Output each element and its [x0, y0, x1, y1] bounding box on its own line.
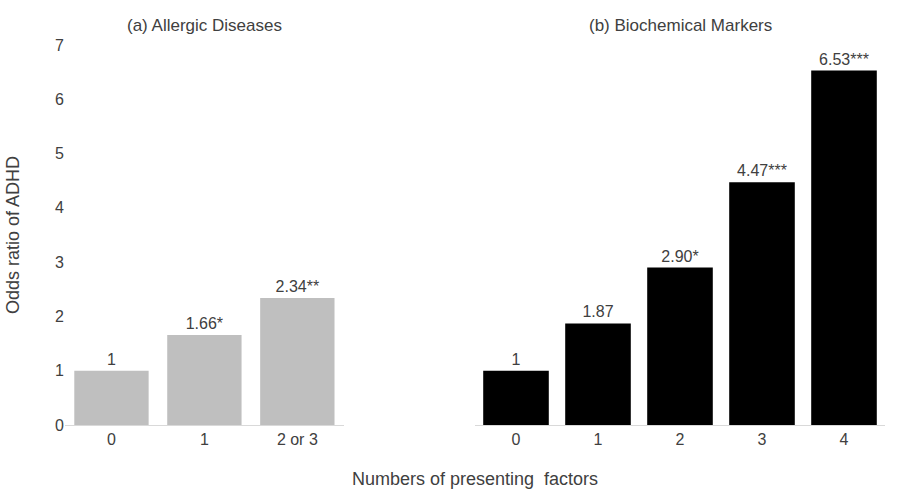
svg-text:1: 1 — [594, 431, 603, 448]
svg-text:4.47***: 4.47*** — [737, 162, 787, 179]
svg-text:3: 3 — [758, 431, 767, 448]
svg-text:6: 6 — [55, 91, 64, 108]
svg-text:2.34**: 2.34** — [276, 278, 320, 295]
svg-text:1: 1 — [200, 431, 209, 448]
svg-text:Odds ratio of ADHD: Odds ratio of ADHD — [3, 156, 23, 314]
svg-text:0: 0 — [512, 431, 521, 448]
svg-text:2 or 3: 2 or 3 — [277, 431, 318, 448]
svg-text:1: 1 — [512, 351, 521, 368]
svg-text:2: 2 — [55, 308, 64, 325]
svg-text:6.53***: 6.53*** — [819, 51, 869, 68]
svg-text:0: 0 — [107, 431, 116, 448]
svg-text:1: 1 — [107, 351, 116, 368]
svg-text:4: 4 — [55, 199, 64, 216]
svg-text:2.90*: 2.90* — [661, 248, 698, 265]
svg-text:5: 5 — [55, 145, 64, 162]
svg-text:1.87: 1.87 — [582, 303, 613, 320]
svg-text:1: 1 — [55, 362, 64, 379]
svg-text:7: 7 — [55, 37, 64, 54]
svg-text:Numbers of presenting factors: Numbers of presenting factors — [352, 469, 598, 489]
svg-text:4: 4 — [840, 431, 849, 448]
svg-text:3: 3 — [55, 254, 64, 271]
svg-text:0: 0 — [55, 417, 64, 434]
svg-text:(a) Allergic Diseases: (a) Allergic Diseases — [127, 16, 282, 35]
svg-text:(b) Biochemical Markers: (b) Biochemical Markers — [589, 16, 772, 35]
svg-text:2: 2 — [676, 431, 685, 448]
svg-text:1.66*: 1.66* — [186, 315, 223, 332]
